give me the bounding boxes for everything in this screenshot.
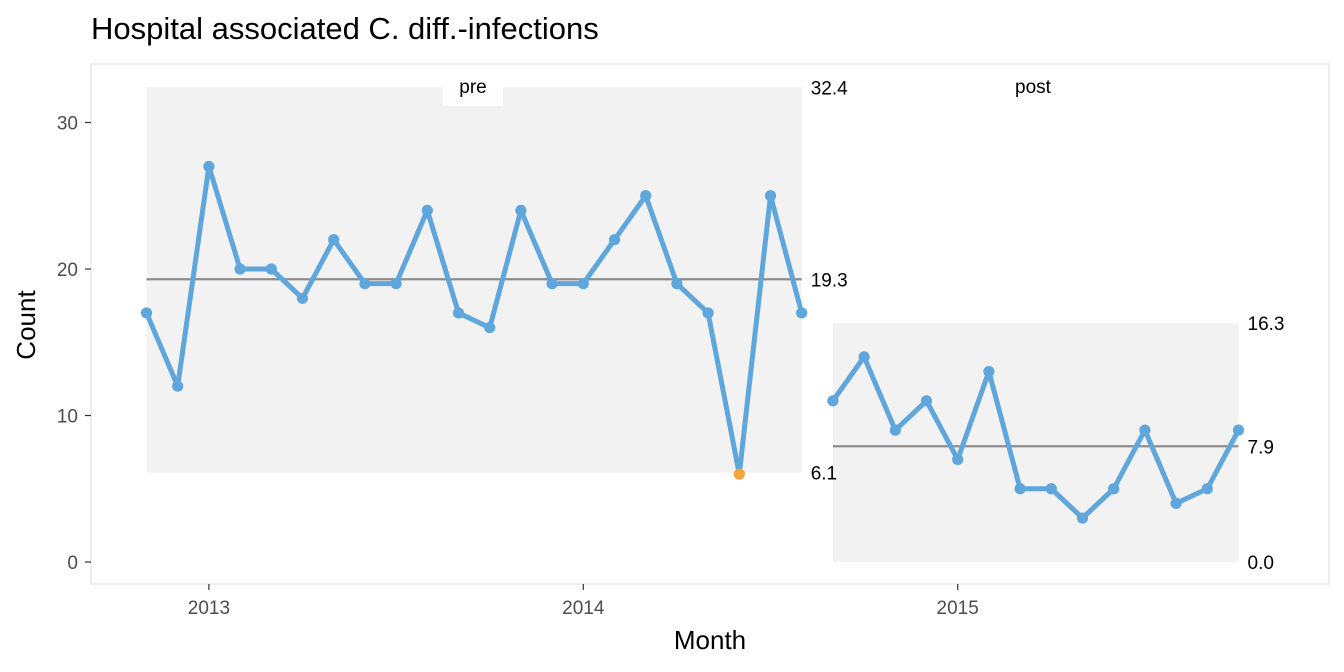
data-point: [1232, 424, 1245, 436]
data-point: [1139, 424, 1151, 436]
data-point: [920, 395, 933, 407]
data-point: [234, 263, 246, 275]
data-point: [546, 278, 558, 290]
data-point: [827, 395, 839, 407]
data-point: [203, 160, 215, 173]
data-point: [858, 351, 870, 363]
series-line-pre: [144, 163, 805, 477]
data-point: [671, 278, 683, 290]
data-point: [328, 234, 340, 246]
chart-title: Hospital associated C. diff.-infections: [91, 11, 599, 46]
data-point: [296, 292, 309, 304]
x-axis: 2013 2014 2015: [188, 584, 979, 619]
x-tick-label: 2013: [188, 598, 230, 619]
x-tick-label: 2014: [562, 598, 605, 619]
data-point: [1076, 512, 1089, 524]
control-limit-bands: [146, 87, 1239, 562]
data-point: [1201, 483, 1213, 495]
part-label-pre: pre: [459, 77, 486, 98]
data-point: [1045, 483, 1057, 495]
data-point: [764, 190, 777, 202]
limits-band-post: [832, 323, 1239, 562]
x-axis-title: Month: [674, 625, 746, 655]
center-lines: [146, 278, 1239, 448]
y-axis: 0 10 20 30: [57, 114, 91, 574]
y-tick-label: 20: [57, 260, 78, 281]
data-point: [952, 453, 964, 466]
data-point: [140, 307, 153, 319]
data-point: [515, 204, 527, 216]
data-point: [577, 278, 589, 290]
ucl-label-post: 16.3: [1248, 314, 1285, 335]
lcl-label-pre: 6.1: [811, 464, 837, 485]
lcl-label-post: 0.0: [1248, 553, 1274, 574]
data-series: [140, 160, 1245, 524]
data-point: [1014, 483, 1026, 495]
data-point: [172, 380, 184, 392]
data-point: [640, 190, 652, 202]
limit-labels: 32.4 19.3 6.1 16.3 7.9 0.0: [811, 78, 1285, 574]
data-point: [796, 307, 808, 319]
y-axis-title: Count: [11, 290, 41, 360]
y-tick-label: 0: [67, 553, 78, 574]
data-point: [1108, 483, 1120, 495]
data-point: [421, 204, 433, 216]
part-label-post: post: [1015, 77, 1052, 98]
x-tick-label: 2015: [937, 598, 979, 619]
center-label-pre: 19.3: [811, 270, 848, 291]
data-point: [608, 234, 621, 246]
data-point: [1170, 497, 1182, 509]
data-point: [390, 278, 402, 290]
data-point: [484, 322, 496, 334]
part-labels: pre post: [443, 74, 1052, 106]
part-label-bg-pre: [443, 74, 503, 106]
plot-panel-border: [90, 63, 1330, 585]
center-label-post: 7.9: [1248, 437, 1274, 458]
series-line-post: [830, 354, 1241, 521]
ucl-label-pre: 32.4: [811, 78, 848, 99]
signal-point: [733, 468, 745, 480]
data-point: [702, 307, 714, 319]
data-point: [452, 307, 465, 319]
data-point: [265, 263, 277, 275]
data-point: [359, 278, 371, 290]
y-tick-label: 10: [57, 407, 78, 428]
data-point: [983, 365, 995, 378]
data-point: [889, 424, 901, 436]
y-tick-label: 30: [57, 114, 78, 135]
